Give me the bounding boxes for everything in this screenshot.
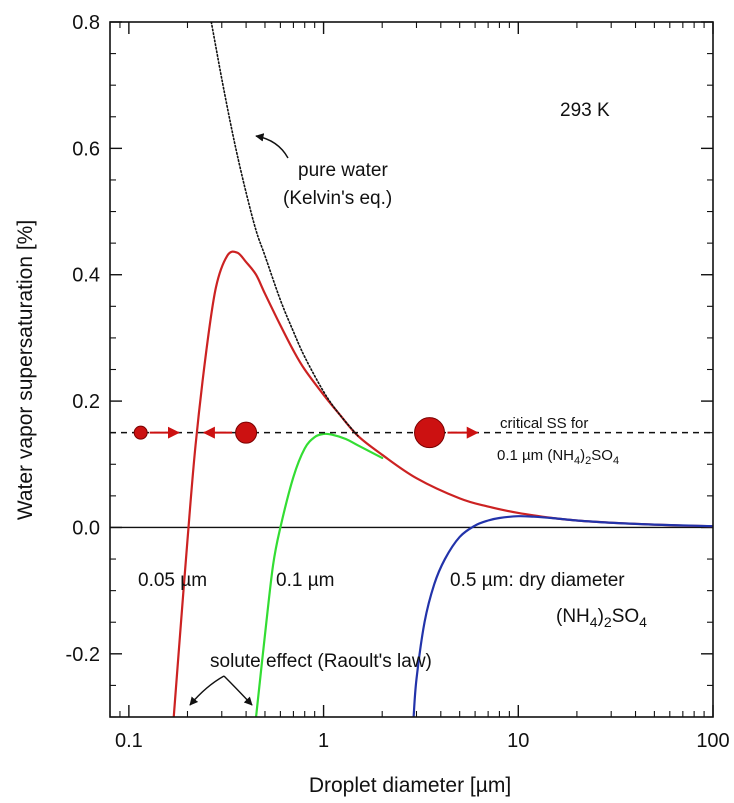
y-tick-label: 0.0 (72, 517, 100, 539)
solute-arrow-left (189, 675, 225, 706)
y-tick-label: 0.4 (72, 265, 100, 287)
critical-ss-salt-label: 0.1 µm (NH4)2SO4 (497, 447, 619, 467)
y-axis-title: Water vapor supersaturation [%] (14, 220, 37, 520)
x-tick-label: 10 (507, 730, 529, 752)
salt-formula-label: (NH4)2SO4 (556, 606, 647, 630)
solute-arrow-right (223, 675, 253, 706)
temperature-label: 293 K (560, 100, 610, 121)
label-01-um: 0.1 µm (276, 570, 334, 591)
x-tick-label: 100 (696, 730, 729, 752)
pure-water-label: pure water (298, 160, 388, 181)
y-tick-label: -0.2 (66, 644, 100, 666)
series-line-1 (172, 250, 713, 717)
y-tick-label: 0.2 (72, 391, 100, 413)
x-axis-title: Droplet diameter [µm] (309, 774, 511, 797)
series-layer (172, 22, 713, 717)
x-tick-label: 1 (318, 730, 329, 752)
droplet-medium (235, 421, 258, 444)
label-05-um-dry-diameter: 0.5 µm: dry diameter (450, 570, 625, 591)
series-line-2 (254, 432, 384, 717)
y-tick-label: 0.8 (72, 12, 100, 34)
droplet-layer (133, 417, 479, 449)
droplet-large (414, 417, 446, 449)
label-005-um: 0.05 µm (138, 570, 207, 591)
tick-layer: 0.1 1 10 100 -0.2 0.0 0.2 0.4 0.6 0.8 (66, 12, 730, 752)
droplet-small (133, 425, 148, 440)
series-line-4 (210, 22, 359, 437)
series-line-3 (412, 515, 713, 717)
critical-ss-label: critical SS for (500, 415, 588, 432)
kelvin-eq-label: (Kelvin's eq.) (283, 188, 392, 209)
x-tick-label: 0.1 (115, 730, 143, 752)
solute-effect-label: solute effect (Raoult's law) (210, 651, 432, 672)
y-tick-label: 0.6 (72, 138, 100, 160)
pure-water-arrow (255, 133, 289, 159)
plot-frame (109, 21, 714, 718)
